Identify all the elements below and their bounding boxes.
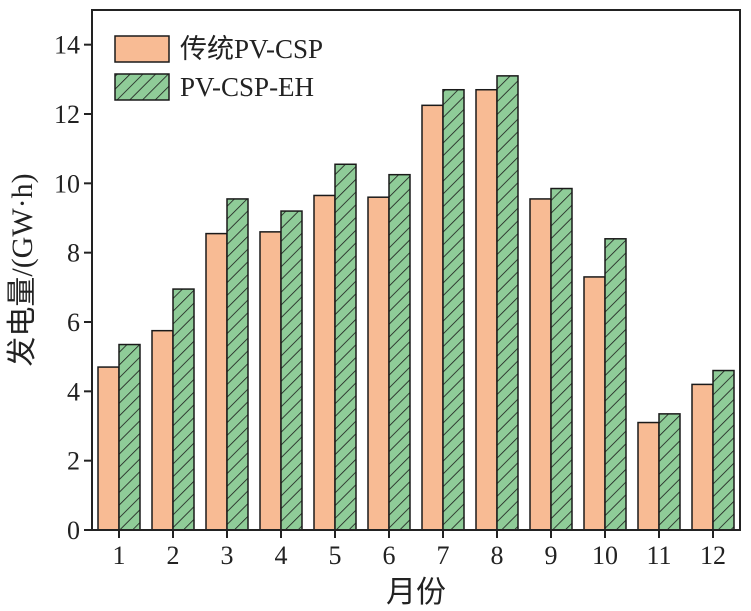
bar-series-1-month-4 — [259, 231, 282, 531]
bar-series-2-month-9 — [550, 187, 573, 531]
bar-series-2-month-8 — [496, 75, 519, 531]
x-tick-label: 12 — [700, 541, 726, 570]
x-tick-label: 8 — [491, 541, 504, 570]
x-tick-label: 1 — [113, 541, 126, 570]
y-tick-label: 8 — [67, 239, 80, 268]
bar-series-2-month-4 — [280, 210, 303, 531]
y-axis-title: 发电量/(GW·h) — [6, 173, 39, 366]
bar-series-2-month-10 — [604, 238, 627, 531]
legend-label-series-2: PV-CSP-EH — [180, 72, 314, 102]
y-tick-label: 0 — [67, 516, 80, 545]
bar-series-1-month-6 — [367, 196, 390, 531]
bars-layer — [97, 75, 735, 531]
y-tick-label: 10 — [54, 169, 80, 198]
legend: 传统PV-CSP PV-CSP-EH — [114, 34, 323, 102]
bar-series-2-month-6 — [388, 173, 411, 531]
y-tick-label: 2 — [67, 447, 80, 476]
x-axis-title: 月份 — [386, 576, 446, 609]
x-axis: 1 2 3 4 5 6 7 8 9 10 11 12 — [113, 530, 726, 570]
bar-series-1-month-3 — [205, 232, 228, 531]
x-tick-label: 4 — [275, 541, 288, 570]
y-tick-label: 6 — [67, 308, 80, 337]
bar-series-1-month-10 — [583, 276, 606, 531]
x-tick-label: 2 — [167, 541, 180, 570]
bar-series-1-month-9 — [529, 198, 552, 531]
x-tick-label: 6 — [383, 541, 396, 570]
bar-series-1-month-11 — [637, 421, 660, 531]
legend-swatch-series-2 — [114, 73, 170, 101]
bar-series-2-month-7 — [442, 88, 465, 531]
x-tick-label: 5 — [329, 541, 342, 570]
bar-series-2-month-5 — [334, 163, 357, 531]
x-tick-label: 7 — [437, 541, 450, 570]
bar-series-2-month-1 — [118, 343, 141, 531]
bar-series-1-month-1 — [97, 366, 120, 531]
x-tick-label: 3 — [221, 541, 234, 570]
bar-series-2-month-2 — [172, 288, 195, 531]
x-tick-label: 11 — [646, 541, 671, 570]
bar-series-1-month-7 — [421, 104, 444, 531]
y-tick-label: 4 — [67, 377, 80, 406]
x-tick-label: 9 — [545, 541, 558, 570]
plot-frame — [91, 9, 741, 531]
bar-series-2-month-11 — [658, 413, 681, 531]
bar-series-1-month-8 — [475, 88, 498, 531]
legend-label-series-1: 传统PV-CSP — [180, 34, 323, 64]
bar-series-2-month-12 — [712, 369, 735, 531]
bar-series-1-month-12 — [691, 383, 714, 531]
legend-swatch-series-1 — [114, 35, 170, 63]
x-tick-label: 10 — [592, 541, 618, 570]
y-tick-label: 14 — [54, 31, 80, 60]
bar-series-1-month-2 — [151, 329, 174, 531]
bar-series-1-month-5 — [313, 194, 336, 531]
y-axis: 0 2 4 6 8 10 12 14 — [54, 31, 92, 545]
bar-series-2-month-3 — [226, 198, 249, 531]
y-tick-label: 12 — [54, 100, 80, 129]
